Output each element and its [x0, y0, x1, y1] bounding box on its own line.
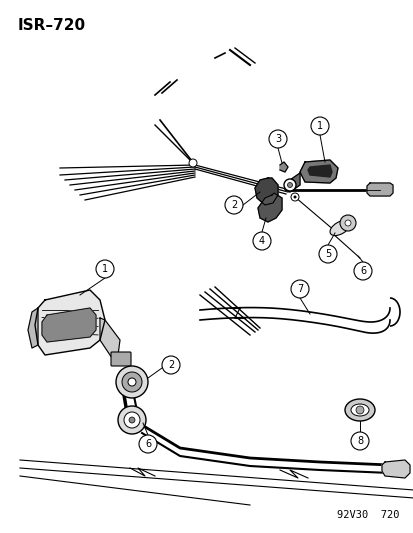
Circle shape: [310, 117, 328, 135]
Circle shape: [353, 262, 371, 280]
Polygon shape: [381, 460, 409, 478]
FancyBboxPatch shape: [111, 352, 131, 366]
Text: 7: 7: [296, 284, 302, 294]
Polygon shape: [35, 290, 105, 355]
Circle shape: [118, 406, 146, 434]
Circle shape: [128, 378, 136, 386]
Circle shape: [290, 193, 298, 201]
Polygon shape: [42, 308, 96, 342]
Polygon shape: [257, 193, 281, 222]
Polygon shape: [100, 318, 120, 358]
Circle shape: [287, 182, 292, 188]
Circle shape: [344, 220, 350, 226]
Circle shape: [252, 232, 271, 250]
Text: 1: 1: [316, 121, 322, 131]
Circle shape: [318, 245, 336, 263]
Circle shape: [290, 280, 308, 298]
Circle shape: [122, 372, 142, 392]
Polygon shape: [28, 308, 38, 348]
Circle shape: [268, 130, 286, 148]
Ellipse shape: [329, 221, 349, 236]
Circle shape: [116, 366, 147, 398]
Circle shape: [355, 406, 363, 414]
Circle shape: [293, 196, 296, 198]
Text: 2: 2: [230, 200, 237, 210]
Text: 6: 6: [359, 266, 365, 276]
Polygon shape: [279, 162, 287, 172]
Text: 1: 1: [102, 264, 108, 274]
Text: 8: 8: [356, 436, 362, 446]
Ellipse shape: [350, 404, 368, 416]
Polygon shape: [307, 165, 331, 177]
Text: 4: 4: [258, 236, 264, 246]
Circle shape: [224, 196, 242, 214]
Circle shape: [189, 159, 197, 167]
Circle shape: [283, 179, 295, 191]
Circle shape: [96, 260, 114, 278]
Circle shape: [339, 215, 355, 231]
Text: 5: 5: [324, 249, 330, 259]
Polygon shape: [366, 183, 392, 196]
Circle shape: [350, 432, 368, 450]
Circle shape: [161, 356, 180, 374]
Text: 3: 3: [274, 134, 280, 144]
Text: 92V30  720: 92V30 720: [337, 510, 399, 520]
Text: ISR–720: ISR–720: [18, 18, 86, 33]
Ellipse shape: [344, 399, 374, 421]
Polygon shape: [284, 173, 299, 192]
Polygon shape: [254, 178, 277, 205]
Text: 6: 6: [145, 439, 151, 449]
Text: 2: 2: [167, 360, 174, 370]
Circle shape: [129, 417, 135, 423]
Circle shape: [139, 435, 157, 453]
Circle shape: [124, 412, 140, 428]
Polygon shape: [299, 160, 337, 183]
